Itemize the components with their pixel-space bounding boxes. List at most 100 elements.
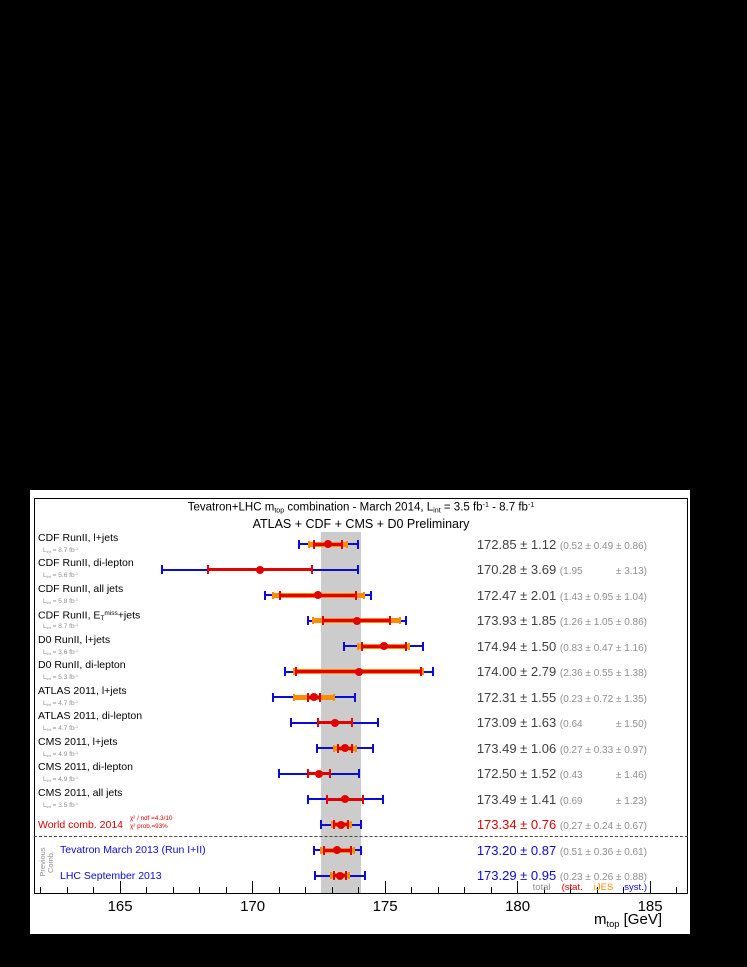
x-axis-minor-tick [676, 887, 678, 893]
measurement-label: CMS 2011, di-lepton [38, 761, 133, 773]
central-value-marker [341, 795, 350, 803]
x-axis-major-tick [252, 881, 254, 893]
ijes-error-cap [330, 821, 333, 828]
x-axis-major-tick [517, 881, 519, 893]
ijes-error-cap [292, 693, 295, 701]
subscript: int [46, 676, 51, 682]
stat-error-cap [340, 539, 343, 549]
x-axis-minor-tick [278, 887, 280, 893]
stat-error-cap [329, 769, 332, 778]
central-value-marker [309, 693, 318, 701]
ijes-error-cap [293, 668, 296, 675]
total-error-cap [277, 769, 280, 778]
stat-error-cap [362, 794, 365, 804]
stat-error-cap [306, 769, 309, 778]
measurement-value-breakdown: (1.43 ± 0.95 ± 1.04) [559, 591, 647, 603]
total-error-cap [306, 616, 309, 625]
subscript: int [46, 625, 51, 631]
superscript: -1 [74, 698, 79, 704]
measurement-value-main: 173.29 ± 0.95 [476, 868, 560, 883]
x-axis-minor-tick [358, 887, 360, 893]
luminosity-label: Lint = 5.8 fb-1 [43, 596, 79, 605]
measurement-value: 173.93 ± 1.85 (1.26 ± 1.05 ± 0.86) [477, 613, 647, 630]
measurement-label: CMS 2011, all jets [38, 786, 123, 799]
superscript: -1 [74, 749, 79, 755]
measurement-label: ATLAS 2011, l+jets [38, 684, 127, 697]
luminosity-label: Lint = 4.9 fb-1 [43, 749, 79, 758]
luminosity-label: Lint = 8.7 fb-1 [43, 545, 79, 554]
measurement-value: 173.49 ± 1.06 (0.27 ± 0.33 ± 0.97) [477, 741, 647, 758]
x-axis-tick-label: 170 [240, 898, 266, 915]
total-error-cap [431, 667, 434, 676]
stat-error-cap [322, 845, 325, 855]
superscript: -1 [74, 545, 79, 551]
x-axis-major-tick [119, 881, 121, 893]
ijes-error-cap [346, 540, 349, 548]
stat-error-cap [207, 565, 210, 574]
stat-error-cap [404, 641, 407, 651]
luminosity-label: Lint = 3.6 fb-1 [43, 647, 79, 656]
total-error-cap [290, 718, 293, 727]
measurement-label: ATLAS 2011, di-lepton [38, 710, 143, 722]
measurement-value-breakdown: (0.64 ± 1.50) [559, 719, 647, 730]
ijes-error-cap [407, 642, 410, 650]
x-axis-tick-label: 175 [372, 898, 398, 915]
total-error-cap [353, 692, 356, 702]
ijes-error-cap [349, 821, 352, 828]
stat-error-cap [322, 616, 325, 625]
ijes-error-cap [353, 846, 355, 854]
total-error-cap [381, 794, 384, 804]
total-error-cap [360, 820, 363, 829]
total-error-cap [372, 743, 375, 753]
previous-comb-label: Previous Comb. [38, 834, 55, 890]
ijes-error-cap [329, 872, 332, 879]
luminosity-label: Lint = 3.5 fb-1 [43, 800, 79, 809]
measurement-value-breakdown: (1.95 ± 3.13) [559, 566, 647, 577]
x-axis-minor-tick [570, 887, 572, 893]
subscript: int [46, 727, 51, 733]
measurement-value-breakdown: (0.23 ± 0.26 ± 0.88) [559, 872, 647, 883]
stat-error-cap [316, 718, 319, 727]
measurement-value-main: 172.85 ± 1.12 [476, 536, 560, 552]
x-axis-minor-tick [93, 887, 95, 893]
stat-error-cap [347, 820, 350, 829]
central-value-marker [337, 820, 346, 829]
stat-error-cap [333, 820, 335, 829]
subscript: int [46, 752, 51, 758]
x-axis-minor-tick [411, 887, 413, 893]
measurement-value-main: 174.94 ± 1.50 [476, 638, 560, 654]
stat-error-cap [310, 565, 313, 574]
x-axis-tick-label: 180 [505, 898, 531, 915]
ijes-error-cap [357, 642, 360, 650]
central-value-marker [335, 871, 344, 880]
stat-error-cap [344, 871, 347, 880]
subscript: int [433, 506, 441, 515]
measurement-value-breakdown: (0.52 ± 0.49 ± 0.86) [559, 540, 647, 552]
ijes-error-cap [312, 617, 315, 624]
measurement-label: D0 RunII, di-lepton [38, 659, 126, 671]
superscript: -1 [74, 596, 79, 602]
measurement-value: 172.31 ± 1.55 (0.23 ± 0.72 ± 1.35) [477, 690, 647, 707]
measurement-value: 173.29 ± 0.95 (0.23 ± 0.26 ± 0.88) [477, 868, 647, 885]
luminosity-label: Lint = 8.7 fb-1 [43, 622, 79, 631]
x-axis-major-tick [384, 881, 386, 893]
measurement-value-main: 172.31 ± 1.55 [476, 689, 560, 705]
superscript: -1 [74, 775, 79, 780]
measurement-value-main: 173.09 ± 1.63 [476, 715, 560, 730]
legend-item: (stat. [561, 882, 583, 893]
measurement-value-breakdown: (0.23 ± 0.72 ± 1.35) [559, 693, 647, 705]
x-axis-minor-tick [331, 887, 333, 893]
x-axis-minor-tick [66, 887, 68, 893]
total-error-cap [356, 539, 359, 549]
total-error-cap [358, 769, 361, 778]
total-error-cap [320, 820, 322, 829]
measurement-value-main: 172.47 ± 2.01 [476, 587, 560, 603]
subscript: int [46, 650, 51, 656]
legend-item: iJES [593, 882, 614, 893]
subscript: int [46, 778, 51, 784]
luminosity-label: Lint = 4.9 fb-1 [43, 775, 79, 784]
total-error-cap [297, 539, 300, 549]
measurement-value: 172.50 ± 1.52 (0.43 ± 1.46) [477, 766, 647, 783]
measurement-value-main: 173.49 ± 1.06 [476, 740, 560, 756]
